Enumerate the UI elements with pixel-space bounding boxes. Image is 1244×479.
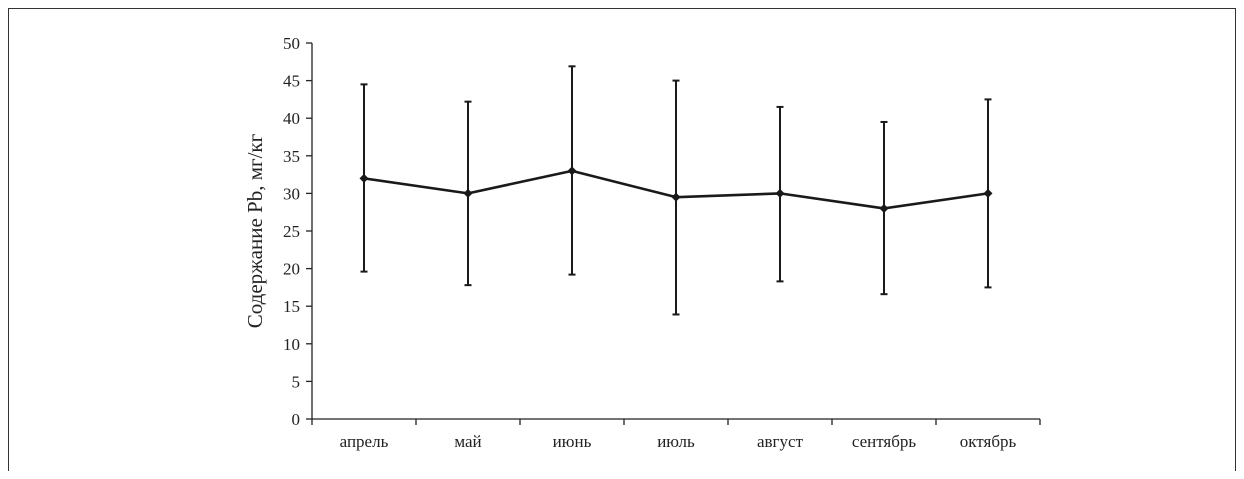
data-point [463, 188, 473, 198]
data-point [359, 173, 369, 183]
x-tick-label: апрель [340, 432, 389, 451]
y-tick-label: 30 [283, 184, 300, 203]
data-point [983, 188, 993, 198]
y-tick-label: 25 [283, 222, 300, 241]
x-tick-label: июнь [553, 432, 592, 451]
y-axis-title: Содержание Pb, мг/кг [243, 133, 267, 328]
x-tick-label: сентябрь [852, 432, 917, 451]
y-tick-label: 20 [283, 260, 300, 279]
data-point [879, 203, 889, 213]
x-tick-label: август [757, 432, 804, 451]
x-tick-label: май [454, 432, 481, 451]
y-ticks: 0 5 10 15 20 25 30 35 40 45 50 [283, 34, 312, 429]
data-point [775, 188, 785, 198]
y-tick-label: 0 [292, 410, 301, 429]
data-point [671, 192, 681, 202]
y-tick-label: 5 [292, 372, 301, 391]
y-tick-label: 10 [283, 335, 300, 354]
chart-frame [8, 8, 1236, 471]
y-tick-label: 45 [283, 72, 300, 91]
y-tick-label: 40 [283, 109, 300, 128]
y-tick-label: 15 [283, 297, 300, 316]
data-point [567, 166, 577, 176]
y-tick-label: 35 [283, 147, 300, 166]
series-markers [359, 166, 993, 213]
x-tick-label: октябрь [960, 432, 1017, 451]
y-tick-label: 50 [283, 34, 300, 53]
x-tick-label: июль [657, 432, 695, 451]
x-ticks: апрель май июнь июль август сентябрь октябрь [311, 419, 1041, 451]
